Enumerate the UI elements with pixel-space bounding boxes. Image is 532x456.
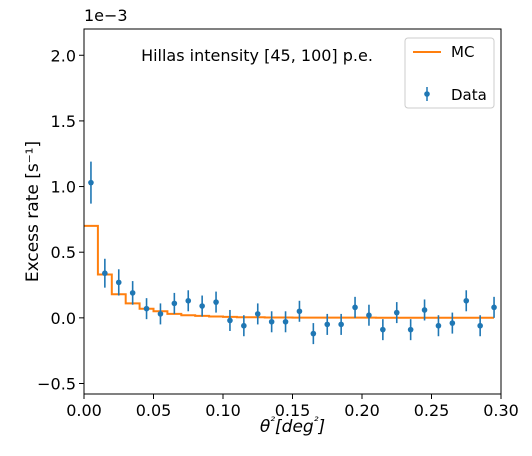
x-tick-label: 0.00: [66, 401, 102, 420]
data-point: [171, 300, 178, 307]
y-tick-label: 0.0: [51, 309, 76, 328]
mc-step-line: [84, 224, 494, 319]
y-offset-text: 1e−3: [84, 6, 128, 25]
data-point: [254, 311, 261, 317]
x-tick-label: 0.25: [414, 401, 450, 420]
data-point: [393, 309, 400, 316]
legend-data-label: Data: [451, 86, 487, 104]
data-point: [143, 305, 150, 312]
x-tick-label: 0.05: [136, 401, 172, 420]
data-point: [213, 299, 219, 305]
data-layer: [84, 161, 497, 345]
data-point: [407, 326, 414, 333]
data-point: [463, 297, 470, 304]
data-point: [129, 290, 136, 296]
ticks-layer: 0.00 0.05 0.10 0.15 0.20 0.25 0.30 −0.5 0.0 0.5 1.…: [37, 46, 519, 420]
data-point: [268, 318, 275, 325]
data-point: [324, 321, 331, 328]
data-point: [157, 311, 164, 317]
x-axis-label: θ²[deg²]: [260, 414, 325, 437]
x-tick-label: 0.20: [344, 401, 380, 420]
data-point: [88, 179, 94, 186]
y-tick-label: 0.5: [51, 243, 76, 262]
data-point: [102, 270, 108, 277]
data-point: [477, 322, 483, 329]
data-point: [338, 321, 344, 328]
data-point: [199, 303, 205, 309]
legend-data-marker: [424, 91, 430, 97]
y-tick-label: 1.5: [51, 112, 76, 131]
data-point: [449, 320, 456, 326]
data-point: [421, 307, 428, 313]
y-tick-label: 1.0: [51, 178, 76, 197]
data-point: [241, 322, 247, 329]
x-tick-label: 0.10: [205, 401, 241, 420]
y-axis-label: Excess rate [s⁻¹]: [23, 141, 43, 282]
legend-mc-label: MC: [451, 43, 474, 61]
data-point: [227, 317, 233, 324]
y-tick-label: 2.0: [51, 46, 76, 65]
data-point: [296, 308, 303, 315]
x-tick-label: 0.30: [483, 401, 519, 420]
y-tick-label: −0.5: [37, 374, 76, 393]
data-point: [185, 297, 192, 304]
data-point: [352, 304, 358, 311]
legend: MC Data: [404, 37, 495, 109]
data-point: [366, 312, 372, 319]
data-point: [435, 322, 442, 329]
data-point: [310, 330, 317, 337]
data-point: [491, 304, 497, 311]
data-point: [115, 279, 122, 286]
chart-annotation: Hillas intensity [45, 100] p.e.: [141, 46, 373, 65]
data-point: [282, 318, 289, 325]
x-tick-label: 0.15: [275, 401, 311, 420]
data-point: [380, 326, 386, 333]
